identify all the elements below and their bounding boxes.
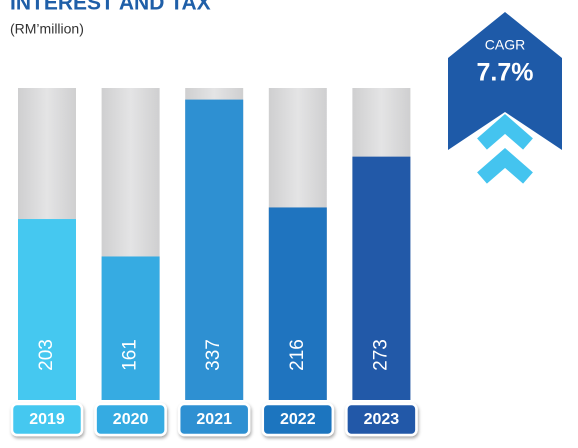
value-label: 203 [36,339,57,371]
bar [101,256,160,400]
value-label: 273 [370,339,391,371]
category-box [177,402,251,437]
value-label: 337 [203,339,224,371]
category-box [10,402,84,437]
x-tick-label: 2023 [364,411,400,428]
x-tick-label: 2022 [280,411,316,428]
x-tick-label: 2020 [113,411,149,428]
cagr-label: CAGR [485,37,525,53]
bar [352,156,411,400]
x-tick-label: 2021 [196,411,232,428]
category-box [261,402,335,437]
chevron [477,114,533,150]
x-tick-label: 2019 [29,411,65,428]
chevron [477,148,533,184]
category-box [94,402,167,437]
value-label: 161 [120,339,141,371]
cagr-value: 7.7% [477,59,534,87]
bar [185,99,244,401]
chart-title: INTEREST AND TAX [10,0,211,15]
cagr-badge [448,12,562,150]
bar [18,219,76,400]
chart-subtitle: (RM’million) [10,21,84,37]
value-label: 216 [287,339,308,371]
category-box [345,402,418,437]
bar [268,207,327,400]
